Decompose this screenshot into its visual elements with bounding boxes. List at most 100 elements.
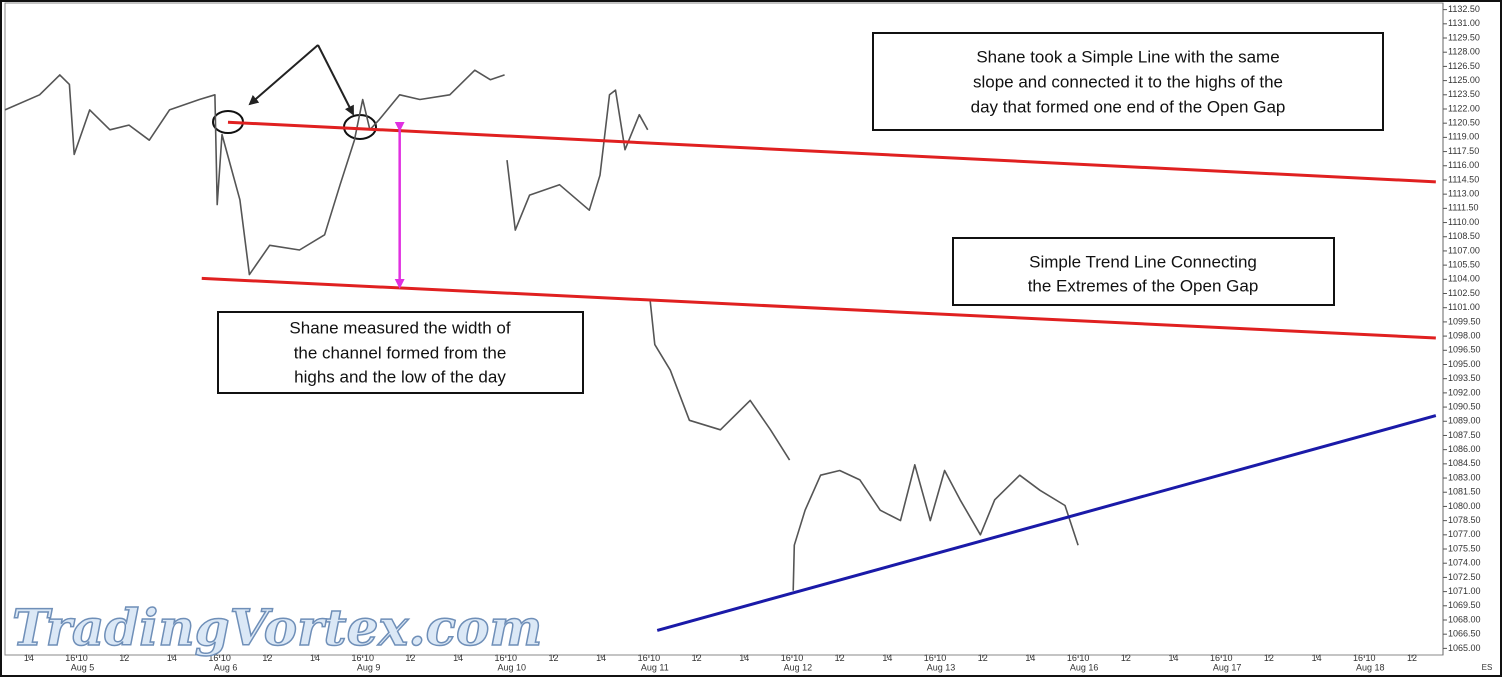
y-tick-label: 1081.50: [1448, 487, 1481, 497]
x-tick-label: 16 10: [65, 653, 88, 663]
date-label: Aug 12: [784, 662, 813, 672]
annotation-text: highs and the low of the day: [294, 367, 506, 386]
y-tick-label: 1125.00: [1448, 75, 1480, 85]
y-tick-label: 1096.50: [1448, 345, 1481, 355]
y-tick-label: 1086.00: [1448, 444, 1481, 454]
y-tick-label: 1126.50: [1448, 61, 1480, 71]
date-label: Aug 10: [497, 662, 526, 672]
y-tick-label: 1107.00: [1448, 245, 1480, 255]
trend-line: [656, 414, 1437, 632]
x-tick-label: 12: [978, 653, 988, 663]
annotation-text: Shane took a Simple Line with the same: [976, 47, 1279, 66]
y-tick-label: 1123.50: [1448, 89, 1480, 99]
y-tick-label: 1105.50: [1448, 259, 1480, 269]
x-tick-label: 14: [1169, 653, 1179, 663]
x-tick-label: 14: [453, 653, 463, 663]
annotation-text: Simple Trend Line Connecting: [1029, 252, 1257, 271]
y-tick-label: 1116.00: [1448, 160, 1479, 170]
y-tick-label: 1087.50: [1448, 430, 1481, 440]
y-tick-label: 1099.50: [1448, 316, 1481, 326]
y-tick-label: 1111.50: [1448, 203, 1479, 213]
corner-label: ES: [1482, 663, 1493, 672]
x-tick-label: 16 10: [1067, 653, 1090, 663]
y-tick-label: 1119.00: [1448, 132, 1479, 142]
x-tick-label: 16 10: [924, 653, 947, 663]
y-tick-label: 1129.50: [1448, 32, 1480, 42]
x-tick-label: 14: [167, 653, 177, 663]
y-tick-label: 1066.50: [1448, 629, 1481, 639]
y-tick-label: 1132.50: [1448, 4, 1480, 14]
x-tick-label: 16 10: [495, 653, 518, 663]
y-tick-label: 1080.00: [1448, 501, 1481, 511]
y-tick-label: 1102.50: [1448, 288, 1480, 298]
y-tick-label: 1131.00: [1448, 18, 1480, 28]
y-tick-label: 1095.00: [1448, 359, 1481, 369]
y-tick-label: 1069.50: [1448, 600, 1481, 610]
trend-line: [201, 276, 1436, 340]
y-tick-label: 1092.00: [1448, 387, 1481, 397]
pointer-arrow: [317, 44, 354, 116]
x-tick-label: 14: [24, 653, 34, 663]
x-tick-label: 16 10: [208, 653, 231, 663]
annotation-box: [872, 32, 1384, 131]
pointer-arrow: [248, 44, 319, 106]
x-tick-label: 12: [548, 653, 558, 663]
y-tick-label: 1090.50: [1448, 401, 1481, 411]
x-tick-label: 16 10: [351, 653, 374, 663]
annotation-text: the channel formed from the: [294, 343, 507, 362]
y-tick-label: 1089.00: [1448, 416, 1481, 426]
x-tick-label: 14: [1312, 653, 1322, 663]
x-tick-label: 12: [262, 653, 272, 663]
y-tick-label: 1083.00: [1448, 472, 1481, 482]
trend-line: [227, 120, 1436, 184]
x-tick-label: 14: [739, 653, 749, 663]
y-tick-label: 1114.50: [1448, 174, 1479, 184]
y-tick-label: 1078.50: [1448, 515, 1481, 525]
annotation-text: the Extremes of the Open Gap: [1028, 276, 1259, 295]
annotation-box: [217, 311, 584, 394]
y-tick-label: 1065.00: [1448, 643, 1481, 653]
y-tick-label: 1077.00: [1448, 529, 1481, 539]
x-tick-label: 16 10: [781, 653, 804, 663]
y-tick-label: 1104.00: [1448, 274, 1480, 284]
annotation-text: slope and connected it to the highs of t…: [973, 72, 1283, 91]
y-tick-label: 1074.00: [1448, 558, 1481, 568]
x-tick-label: 12: [405, 653, 415, 663]
date-label: Aug 11: [641, 662, 669, 672]
date-label: Aug 16: [1070, 662, 1099, 672]
date-label: Aug 6: [214, 662, 238, 672]
x-tick-label: 12: [119, 653, 129, 663]
y-tick-label: 1122.00: [1448, 103, 1480, 113]
price-line: [4, 69, 1079, 591]
annotation-text: Shane measured the width of: [289, 318, 510, 337]
y-tick-label: 1128.00: [1448, 47, 1480, 57]
x-tick-label: 14: [310, 653, 320, 663]
y-tick-label: 1101.00: [1448, 302, 1480, 312]
date-label: Aug 13: [927, 662, 956, 672]
y-tick-label: 1068.00: [1448, 614, 1481, 624]
x-tick-label: 12: [1121, 653, 1131, 663]
y-tick-label: 1075.50: [1448, 543, 1481, 553]
y-tick-label: 1113.00: [1448, 189, 1479, 199]
y-tick-label: 1093.50: [1448, 373, 1481, 383]
date-label: Aug 18: [1356, 662, 1385, 672]
y-tick-label: 1072.50: [1448, 572, 1481, 582]
y-tick-label: 1117.50: [1448, 146, 1479, 156]
x-tick-label: 12: [1407, 653, 1417, 663]
x-tick-label: 12: [1264, 653, 1274, 663]
watermark: TradingVortex.com: [12, 598, 542, 657]
date-label: Aug 9: [357, 662, 381, 672]
x-tick-label: 14: [596, 653, 606, 663]
x-tick-label: 14: [1025, 653, 1035, 663]
x-tick-label: 16 10: [638, 653, 661, 663]
date-label: Aug 17: [1213, 662, 1242, 672]
x-tick-label: 16 10: [1210, 653, 1233, 663]
y-tick-label: 1110.00: [1448, 217, 1479, 227]
y-tick-label: 1108.50: [1448, 231, 1480, 241]
date-label: Aug 5: [71, 662, 95, 672]
x-tick-label: 14: [882, 653, 892, 663]
annotation-box: [952, 237, 1335, 306]
x-tick-label: 12: [835, 653, 845, 663]
y-tick-label: 1084.50: [1448, 458, 1481, 468]
